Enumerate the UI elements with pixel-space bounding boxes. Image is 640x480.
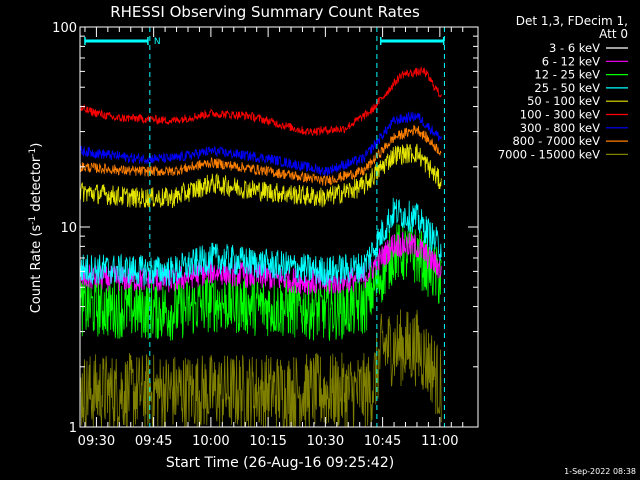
- series-line-8: [79, 309, 442, 429]
- series-line-4: [79, 143, 442, 209]
- x-tick-label-4: 10:30: [307, 434, 344, 449]
- series-layer: [79, 65, 442, 429]
- legend-label-1: 6 - 12 keV: [542, 54, 600, 68]
- y-axis-label-end: ): [29, 143, 44, 148]
- legend-label-7: 800 - 7000 keV: [512, 134, 600, 148]
- series-line-6: [79, 111, 442, 176]
- night-marker-label: N: [154, 37, 161, 47]
- series-line-0: [79, 313, 442, 429]
- series-line-7: [79, 125, 442, 186]
- axes-layer: 09:30 09:45 10:00 10:15 10:30 10:45 11:00 1 10 10…: [52, 21, 479, 449]
- x-tick-label-5: 10:45: [364, 434, 401, 449]
- x-tick-label-6: 11:00: [421, 434, 458, 449]
- legend-label-6: 300 - 800 keV: [520, 121, 600, 135]
- y-axis-label: Count Rate (s-1 detector-1): [28, 143, 44, 314]
- legend-label-3: 25 - 50 keV: [534, 81, 600, 95]
- y-axis-label-sup1: -1: [28, 216, 38, 225]
- x-tick-label-1: 09:45: [135, 434, 172, 449]
- y-tick-label-2: 100: [52, 21, 77, 36]
- footer-timestamp: 1-Sep-2022 08:38: [564, 467, 636, 476]
- x-tick-label-0: 09:30: [78, 434, 115, 449]
- y-axis-label-mid: detector: [29, 156, 44, 216]
- legend-label-8: 7000 - 15000 keV: [498, 147, 600, 161]
- y-axis-label-sup2: -1: [28, 148, 38, 157]
- legend-label-5: 100 - 300 keV: [520, 108, 600, 122]
- legend-label-0: 3 - 6 keV: [549, 41, 600, 55]
- x-axis-label: Start Time (26-Aug-16 09:25:42): [166, 455, 394, 471]
- legend-header-line-2: Att 0: [599, 27, 628, 41]
- x-tick-label-2: 10:00: [192, 434, 229, 449]
- y-tick-label-1: 10: [60, 221, 77, 236]
- x-tick-label-3: 10:15: [249, 434, 286, 449]
- overlay-layer: [84, 27, 445, 427]
- series-line-5: [79, 65, 442, 137]
- legend-label-2: 12 - 25 keV: [534, 68, 600, 82]
- y-tick-label-0: 1: [69, 421, 77, 436]
- series-line-2: [79, 224, 442, 341]
- legend-header-line-1: Det 1,3, FDecim 1,: [516, 14, 628, 28]
- series-line-3: [79, 197, 442, 287]
- legend-label-4: 50 - 100 keV: [527, 94, 600, 108]
- y-axis-label-main: Count Rate (s: [29, 225, 44, 314]
- chart-title: RHESSI Observing Summary Count Rates: [110, 3, 420, 21]
- series-line-1: [79, 232, 442, 295]
